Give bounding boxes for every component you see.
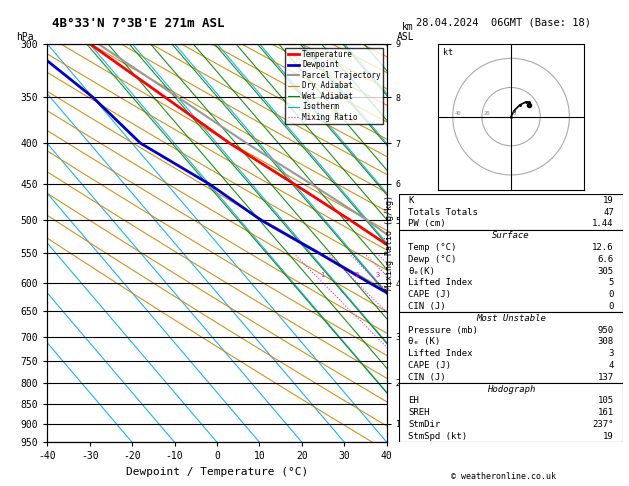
X-axis label: Dewpoint / Temperature (°C): Dewpoint / Temperature (°C) [126, 467, 308, 477]
Bar [399, 194, 623, 230]
Legend: Temperature, Dewpoint, Parcel Trajectory, Dry Adiabat, Wet Adiabat, Isotherm, Mi: Temperature, Dewpoint, Parcel Trajectory… [286, 48, 383, 124]
Text: Hodograph: Hodograph [487, 384, 535, 394]
Text: 19: 19 [603, 432, 614, 441]
Text: Dewp (°C): Dewp (°C) [408, 255, 457, 264]
Text: 47: 47 [603, 208, 614, 217]
Text: 1.44: 1.44 [593, 219, 614, 228]
Text: 3: 3 [608, 349, 614, 358]
Text: 40: 40 [454, 111, 460, 116]
Text: Lifted Index: Lifted Index [408, 278, 473, 287]
Text: Pressure (mb): Pressure (mb) [408, 326, 478, 335]
Text: 1: 1 [320, 272, 325, 278]
Text: CIN (J): CIN (J) [408, 302, 446, 311]
Text: 4: 4 [608, 361, 614, 370]
Text: Temp (°C): Temp (°C) [408, 243, 457, 252]
Text: 105: 105 [598, 397, 614, 405]
Text: kt: kt [443, 48, 452, 57]
Text: EH: EH [408, 397, 419, 405]
Text: 6.6: 6.6 [598, 255, 614, 264]
Text: 3: 3 [376, 272, 381, 278]
Text: 20: 20 [483, 111, 490, 116]
Text: Surface: Surface [493, 231, 530, 240]
Text: CIN (J): CIN (J) [408, 373, 446, 382]
Text: Most Unstable: Most Unstable [476, 314, 546, 323]
Text: Totals Totals: Totals Totals [408, 208, 478, 217]
Text: 4B°33'N 7°3B'E 271m ASL: 4B°33'N 7°3B'E 271m ASL [52, 17, 225, 30]
Text: Mixing Ratio (g/kg): Mixing Ratio (g/kg) [386, 195, 394, 291]
Text: 19: 19 [603, 196, 614, 205]
Text: 137: 137 [598, 373, 614, 382]
Text: StmSpd (kt): StmSpd (kt) [408, 432, 467, 441]
Text: θₑ (K): θₑ (K) [408, 337, 440, 347]
Text: StmDir: StmDir [408, 420, 440, 429]
Text: K: K [408, 196, 414, 205]
Text: 0: 0 [513, 111, 516, 116]
Text: km
ASL: km ASL [396, 22, 414, 42]
Text: Lifted Index: Lifted Index [408, 349, 473, 358]
Text: 0: 0 [608, 290, 614, 299]
Bar [399, 383, 623, 442]
Text: 28.04.2024  06GMT (Base: 18): 28.04.2024 06GMT (Base: 18) [416, 17, 591, 27]
Text: hPa: hPa [16, 32, 34, 42]
Text: 5: 5 [608, 278, 614, 287]
Text: SREH: SREH [408, 408, 430, 417]
Text: 12.6: 12.6 [593, 243, 614, 252]
Text: 308: 308 [598, 337, 614, 347]
Text: 2: 2 [355, 272, 359, 278]
Text: 305: 305 [598, 267, 614, 276]
Text: 0: 0 [608, 302, 614, 311]
Text: CAPE (J): CAPE (J) [408, 290, 452, 299]
Text: 161: 161 [598, 408, 614, 417]
Text: 950: 950 [598, 326, 614, 335]
Bar [399, 312, 623, 383]
Text: © weatheronline.co.uk: © weatheronline.co.uk [451, 472, 555, 481]
Text: 237°: 237° [593, 420, 614, 429]
Bar [399, 230, 623, 312]
Text: CAPE (J): CAPE (J) [408, 361, 452, 370]
Text: PW (cm): PW (cm) [408, 219, 446, 228]
Text: θₑ(K): θₑ(K) [408, 267, 435, 276]
